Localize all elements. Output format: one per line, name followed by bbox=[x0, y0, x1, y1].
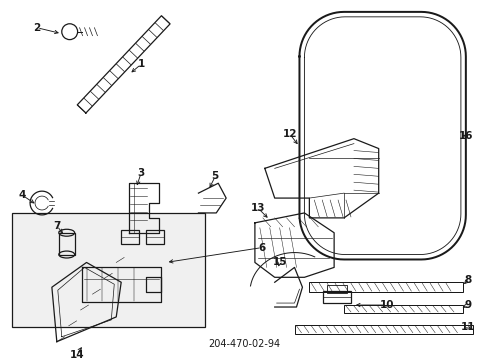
Text: 9: 9 bbox=[463, 300, 470, 310]
Text: 16: 16 bbox=[458, 131, 472, 141]
Bar bbox=[294, 325, 472, 334]
Text: 10: 10 bbox=[379, 300, 393, 310]
Text: 11: 11 bbox=[460, 322, 474, 332]
Bar bbox=[145, 230, 163, 244]
Text: 7: 7 bbox=[53, 221, 61, 231]
Text: 5: 5 bbox=[211, 171, 219, 181]
Bar bbox=[323, 291, 350, 303]
Bar bbox=[326, 285, 346, 293]
Text: 15: 15 bbox=[272, 257, 286, 267]
Bar bbox=[121, 230, 139, 244]
Bar bbox=[12, 213, 205, 327]
Text: 12: 12 bbox=[282, 129, 296, 139]
Text: 6: 6 bbox=[258, 243, 265, 253]
Text: 204-470-02-94: 204-470-02-94 bbox=[208, 339, 280, 348]
Bar bbox=[344, 305, 462, 313]
Bar bbox=[309, 282, 462, 292]
Text: 1: 1 bbox=[137, 59, 144, 69]
Bar bbox=[59, 233, 75, 255]
Text: 13: 13 bbox=[250, 203, 264, 213]
Text: 8: 8 bbox=[463, 275, 470, 285]
Text: 14: 14 bbox=[69, 350, 84, 360]
Text: 4: 4 bbox=[19, 190, 26, 200]
Text: 2: 2 bbox=[33, 23, 41, 33]
Text: 3: 3 bbox=[137, 168, 144, 178]
